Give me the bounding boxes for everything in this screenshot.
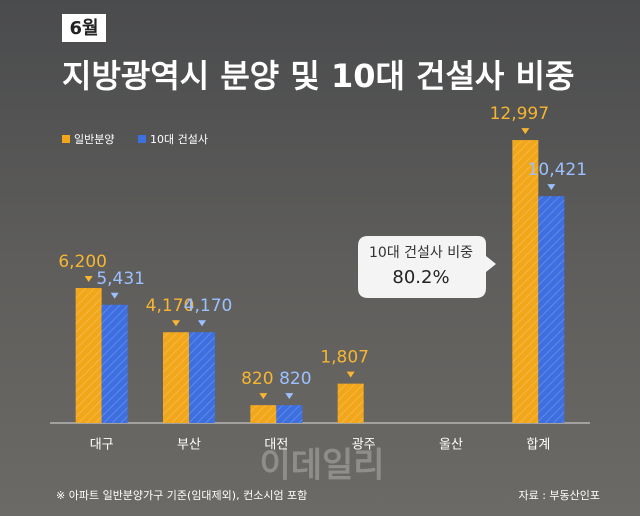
watermark: 이데일리 xyxy=(259,446,384,486)
value-label: 820 xyxy=(241,369,273,389)
callout-box xyxy=(358,236,496,298)
value-label: 12,997 xyxy=(490,104,549,124)
label-pointer xyxy=(84,276,93,283)
x-tick-label: 부산 xyxy=(177,438,201,453)
badge: 6월 xyxy=(69,18,98,39)
bar-hatch xyxy=(189,332,215,423)
label-pointer xyxy=(110,292,119,299)
label-pointer xyxy=(172,320,180,327)
callout: 10대 건설사 비중 xyxy=(358,236,496,298)
value-label: 4,170 xyxy=(146,296,195,316)
legend-swatch xyxy=(62,135,70,143)
bar-hatch xyxy=(75,288,102,423)
bar-hatch xyxy=(163,332,189,423)
x-tick-label: 대전 xyxy=(264,438,288,453)
x-tick-label: 대구 xyxy=(90,438,114,453)
badge-box xyxy=(62,14,106,42)
label-pointer xyxy=(259,393,268,400)
value-label: 820 xyxy=(279,369,311,389)
bar-hatch xyxy=(250,405,277,423)
callout-label: 10대 건설사 비중 xyxy=(369,245,473,261)
legend-label: 10대 건설사 xyxy=(150,133,208,146)
label-pointer xyxy=(346,371,355,378)
footnote: ※ 아파트 일반분양가구 기준(임대제외), 컨소시엄 포함 xyxy=(56,488,307,502)
bar-hatch xyxy=(337,383,364,423)
value-label: 6,200 xyxy=(58,252,107,272)
source: 자료 : 부동산인포 xyxy=(518,489,600,502)
legend-swatch xyxy=(138,135,146,143)
label-pointer xyxy=(547,184,556,191)
value-label: 1,807 xyxy=(320,348,369,368)
value-label: 4,170 xyxy=(184,296,233,316)
label-pointer xyxy=(285,393,294,400)
label-pointer xyxy=(198,320,206,327)
label-pointer xyxy=(521,128,530,135)
x-tick-label: 광주 xyxy=(352,438,376,453)
value-label: 10,421 xyxy=(528,160,587,180)
bar-hatch xyxy=(276,405,303,423)
legend-label: 일반분양 xyxy=(74,132,114,146)
chart-title: 지방광역시 분양 및 10대 건설사 비중 xyxy=(62,57,574,95)
x-tick-label: 울산 xyxy=(439,438,463,453)
value-label: 5,431 xyxy=(96,269,145,289)
bar-hatch xyxy=(538,196,565,423)
bar-hatch xyxy=(512,140,539,423)
bar-hatch xyxy=(101,304,128,423)
x-tick-label: 합계 xyxy=(526,438,550,453)
callout-value: 80.2% xyxy=(392,267,449,288)
